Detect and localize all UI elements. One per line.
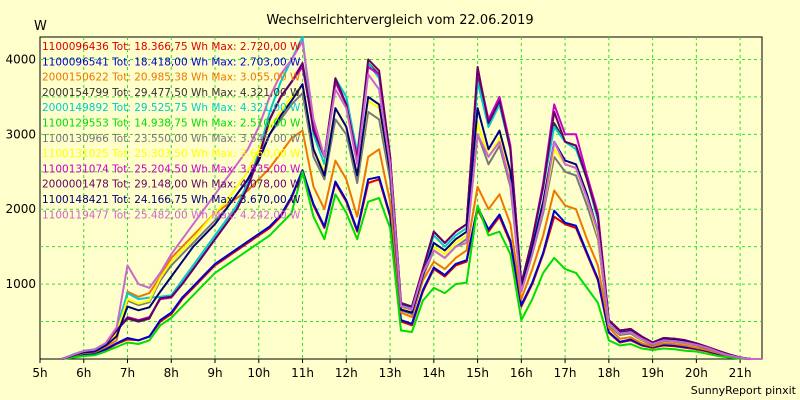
footer-credit: SunnyReport pinxit bbox=[691, 384, 797, 397]
x-tick-label: 9h bbox=[207, 366, 222, 380]
legend-entry-11: 1100148421 Tot: 24.166,75 Wh Max: 3.670,… bbox=[42, 194, 301, 206]
x-tick-label: 12h bbox=[335, 366, 358, 380]
y-tick-label: 3000 bbox=[5, 127, 36, 141]
x-tick-label: 7h bbox=[120, 366, 135, 380]
series-lines bbox=[61, 36, 762, 360]
x-tick-label: 6h bbox=[76, 366, 91, 380]
legend: 1100096436 Tot: 18.366,75 Wh Max: 2.720,… bbox=[42, 41, 301, 221]
legend-entry-2: 1100096541 Tot: 18.418,00 Wh Max: 2.703,… bbox=[42, 56, 301, 68]
legend-entry-8: 1100131025 Tot: 25.303,50 Wh Max: 3.660,… bbox=[42, 148, 301, 160]
x-tick-label: 18h bbox=[597, 366, 620, 380]
x-tick-label: 13h bbox=[379, 366, 402, 380]
x-tick-label: 21h bbox=[729, 366, 752, 380]
y-tick-label: 4000 bbox=[5, 52, 36, 66]
legend-entry-9: 1100131074 Tot: 25.204,50 Wh Max: 3.835,… bbox=[42, 163, 301, 175]
x-tick-label: 8h bbox=[164, 366, 179, 380]
y-tick-label: 1000 bbox=[5, 277, 36, 291]
x-tick-label: 17h bbox=[554, 366, 577, 380]
legend-entry-3: 2000150622 Tot: 20.985,38 Wh Max: 3.055,… bbox=[42, 72, 301, 84]
legend-entry-10: 2000001478 Tot: 29.148,00 Wh Max: 4.078,… bbox=[42, 179, 301, 191]
series-line-12 bbox=[61, 40, 762, 360]
x-axis: 5h 6h 7h 8h 9h 10h 11h 12h 13h 14h 15h 16h 17h 18h 19h… bbox=[32, 359, 752, 380]
x-tick-label: 19h bbox=[641, 366, 664, 380]
y-axis-label: W bbox=[34, 19, 47, 34]
series-line-2 bbox=[61, 169, 762, 360]
y-tick-label: 2000 bbox=[5, 202, 36, 216]
legend-entry-7: 1100130966 Tot: 23.550,00 Wh Max: 3.545,… bbox=[42, 133, 301, 145]
legend-entry-12: 1100119477 Tot: 25.482,00 Wh Max: 4.242,… bbox=[42, 209, 301, 221]
x-tick-label: 20h bbox=[685, 366, 708, 380]
x-tick-label: 10h bbox=[247, 366, 270, 380]
series-line-6 bbox=[61, 170, 762, 360]
legend-entry-1: 1100096436 Tot: 18.366,75 Wh Max: 2.720,… bbox=[42, 41, 301, 53]
x-tick-label: 15h bbox=[466, 366, 489, 380]
legend-entry-6: 1100129553 Tot: 14.938,75 Wh Max: 2.510,… bbox=[42, 118, 301, 130]
y-axis: 1000 2000 3000 4000 bbox=[5, 52, 36, 291]
x-tick-label: 11h bbox=[291, 366, 314, 380]
x-tick-label: 14h bbox=[422, 366, 445, 380]
x-tick-label: 16h bbox=[510, 366, 533, 380]
legend-entry-4: 2000154799 Tot: 29.477,50 Wh Max: 4.321,… bbox=[42, 87, 301, 99]
series-line-3 bbox=[61, 129, 762, 360]
x-tick-label: 5h bbox=[32, 366, 47, 380]
legend-entry-5: 2000149892 Tot: 29.525,75 Wh Max: 4.321,… bbox=[42, 102, 301, 114]
chart-title: Wechselrichtervergleich vom 22.06.2019 bbox=[266, 13, 533, 28]
